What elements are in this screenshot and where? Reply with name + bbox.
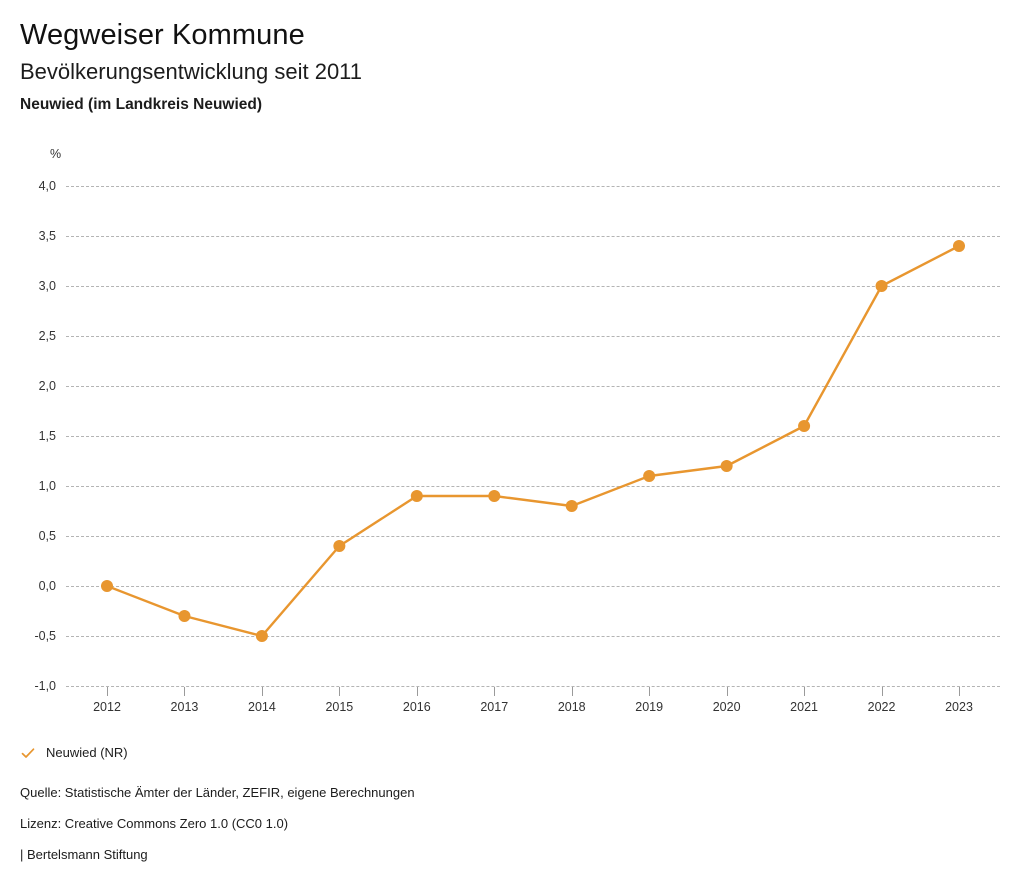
x-axis-tick xyxy=(959,687,960,696)
gridline xyxy=(66,686,1000,687)
gridline xyxy=(66,336,1000,337)
y-axis-labels: 4,0 3,5 3,0 2,5 2,0 1,5 1,0 0,5 0,0 -0,5 -1,0 xyxy=(8,180,56,693)
x-axis-tick-label: 2012 xyxy=(93,700,121,714)
gridline xyxy=(66,236,1000,237)
chart-location: Neuwied (im Landkreis Neuwied) xyxy=(20,96,263,113)
footer: Quelle: Statistische Ämter der Länder, Z… xyxy=(20,785,920,863)
footer-source: Quelle: Statistische Ämter der Länder, Z… xyxy=(20,785,415,800)
y-axis-tick-label: 2,0 xyxy=(38,379,56,393)
x-axis-tick-label: 2016 xyxy=(402,700,431,714)
data-point[interactable] xyxy=(720,460,733,472)
series-line xyxy=(105,244,961,638)
x-axis-tick xyxy=(339,687,341,696)
data-point[interactable] xyxy=(101,580,113,592)
data-point[interactable] xyxy=(565,500,578,512)
data-point[interactable] xyxy=(875,280,888,292)
x-axis-tick-label: 2013 xyxy=(170,700,199,714)
y-axis-tick-label: 3,0 xyxy=(38,279,56,293)
plot-gridlines xyxy=(66,186,1000,687)
x-axis-tick xyxy=(416,687,418,696)
x-axis-tick xyxy=(804,687,806,696)
legend-item-label: Neuwied (NR) xyxy=(46,745,128,760)
y-axis-tick-label: -1,0 xyxy=(34,679,56,693)
x-axis-tick xyxy=(184,687,186,696)
footer-publisher: | Bertelsmann Stiftung xyxy=(20,847,148,862)
x-axis-ticks xyxy=(66,687,1000,697)
y-axis-tick-label: 3,5 xyxy=(38,229,56,243)
x-axis-tick-label: 2019 xyxy=(635,700,664,714)
data-point[interactable] xyxy=(953,240,965,252)
x-axis-tick xyxy=(571,687,573,696)
gridline xyxy=(66,386,1000,387)
y-axis-tick-label: 0,5 xyxy=(38,529,56,543)
y-axis-tick-label: -0,5 xyxy=(34,629,56,643)
x-axis-tick xyxy=(726,687,728,696)
gridline xyxy=(66,286,1000,287)
gridline xyxy=(66,186,1000,187)
x-axis-tick-label: 2020 xyxy=(712,700,741,714)
x-axis-tick-label: 2018 xyxy=(557,700,586,714)
data-point[interactable] xyxy=(255,630,268,642)
x-axis-tick xyxy=(881,687,883,696)
x-axis-tick-label: 2017 xyxy=(480,700,509,714)
data-point[interactable] xyxy=(798,420,811,432)
chart-legend[interactable]: Neuwied (NR) xyxy=(20,745,128,761)
data-point[interactable] xyxy=(488,490,501,502)
header: Wegweiser Kommune Bevölkerungsentwicklun… xyxy=(20,16,1000,117)
x-axis-tick xyxy=(649,687,651,696)
x-axis-tick-label: 2023 xyxy=(945,700,973,714)
data-point[interactable] xyxy=(410,490,423,502)
x-axis-tick xyxy=(107,687,108,696)
x-axis-tick xyxy=(494,687,496,696)
series-line-chart xyxy=(101,240,965,642)
x-axis-tick-label: 2022 xyxy=(867,700,896,714)
data-point[interactable] xyxy=(178,610,191,622)
y-axis-tick-label: 0,0 xyxy=(38,579,56,593)
y-axis-unit-label: % xyxy=(50,147,62,161)
x-axis-tick-label: 2014 xyxy=(248,700,276,714)
y-axis-tick-label: 4,0 xyxy=(38,179,56,193)
y-axis-tick-label: 1,0 xyxy=(38,479,56,493)
x-axis-tick xyxy=(261,687,263,696)
footer-license: Lizenz: Creative Commons Zero 1.0 (CC0 1… xyxy=(20,816,289,831)
gridline xyxy=(66,486,1000,487)
y-axis-tick-label: 1,5 xyxy=(38,429,56,443)
x-axis-tick-label: 2021 xyxy=(790,700,818,714)
x-axis-tick-label: 2015 xyxy=(325,700,354,714)
check-icon xyxy=(21,748,35,758)
x-axis-labels: 2012 2013 2014 2015 2016 2017 2018 2019 2020 2021… xyxy=(0,700,1024,720)
gridline xyxy=(66,636,1000,637)
chart-subtitle: Bevölkerungsentwicklung seit 2011 xyxy=(20,59,363,84)
y-axis-tick-label: 2,5 xyxy=(38,329,56,343)
gridline xyxy=(66,436,1000,437)
page-title: Wegweiser Kommune xyxy=(20,19,305,51)
gridline xyxy=(66,586,1000,587)
gridline xyxy=(66,536,1000,537)
data-point[interactable] xyxy=(333,540,346,552)
data-point[interactable] xyxy=(643,470,656,482)
